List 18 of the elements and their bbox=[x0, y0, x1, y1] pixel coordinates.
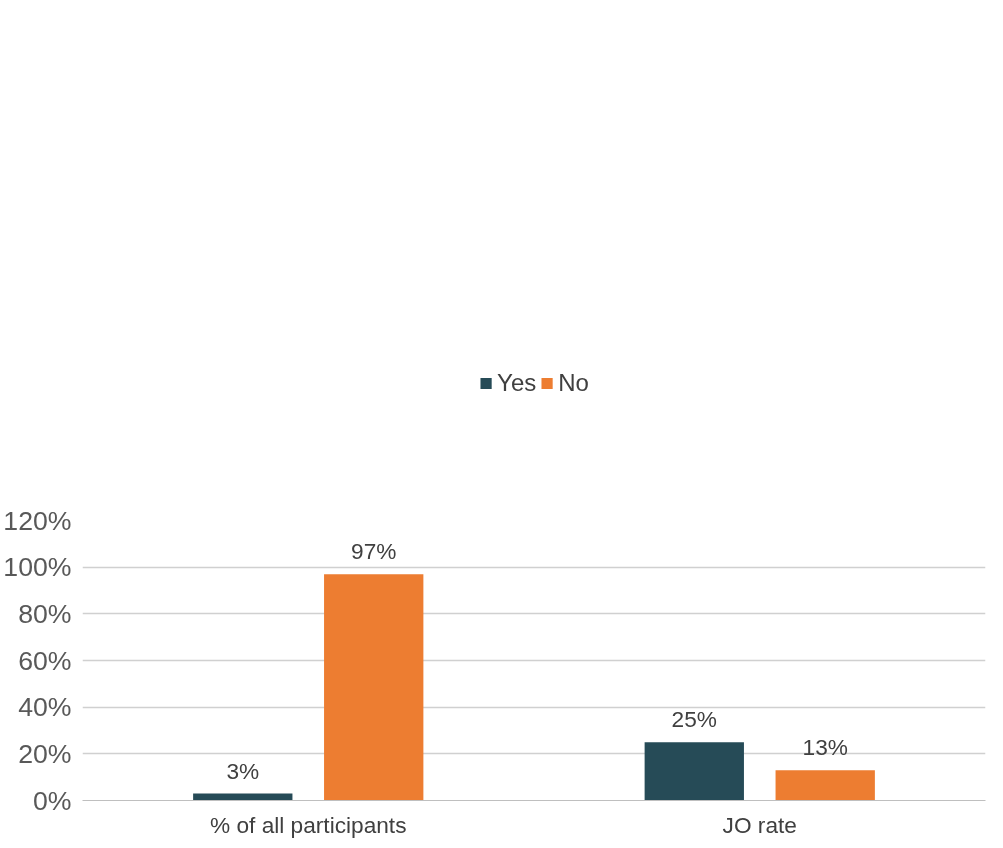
data-label: 13% bbox=[802, 734, 848, 761]
x-tick-label: % of all participants bbox=[210, 811, 407, 838]
y-tick-label: 60% bbox=[18, 645, 72, 676]
y-tick-label: 20% bbox=[18, 738, 72, 769]
bar bbox=[324, 574, 424, 801]
data-label: 25% bbox=[671, 706, 717, 733]
y-tick-label: 120% bbox=[3, 505, 72, 536]
y-tick-label: 40% bbox=[18, 692, 72, 723]
y-tick-label: 80% bbox=[18, 598, 72, 629]
data-label: 3% bbox=[226, 757, 260, 784]
y-tick-label: 100% bbox=[3, 552, 72, 583]
y-tick-label: 0% bbox=[32, 785, 72, 816]
data-label: 97% bbox=[351, 538, 397, 565]
bar bbox=[644, 742, 744, 801]
legend-label: Yes bbox=[497, 369, 537, 397]
legend-label: No bbox=[558, 369, 589, 397]
bar bbox=[775, 770, 875, 801]
x-tick-label: JO rate bbox=[722, 811, 797, 838]
